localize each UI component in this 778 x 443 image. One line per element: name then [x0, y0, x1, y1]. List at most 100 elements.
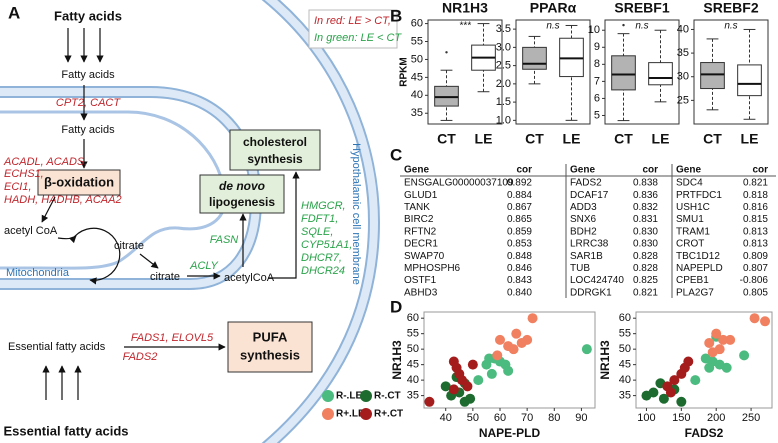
point [690, 375, 701, 386]
table-cell: FADS2 [570, 178, 602, 189]
y-tick-label: 35 [407, 390, 419, 402]
table-header: Gene [404, 165, 429, 176]
table-cell: MPHOSPH6 [404, 263, 461, 274]
box [648, 62, 673, 86]
annotation: n.s [546, 21, 559, 32]
table-cell: USH1C [676, 202, 710, 213]
genes: ECHS1, [4, 168, 44, 180]
label: Mitochondria [6, 267, 70, 279]
table-cell: LOC424740 [570, 275, 624, 286]
point [508, 344, 519, 355]
table-cell: 0.813 [743, 239, 768, 250]
x-tick-label: CT [614, 131, 633, 147]
table-header: cor [642, 165, 658, 176]
point [424, 396, 435, 407]
point [440, 381, 451, 392]
y-tick-label: 8 [594, 58, 600, 70]
table-cell: PRTFDC1 [676, 190, 722, 201]
table-cell: 0.815 [743, 214, 768, 225]
plot-frame [693, 19, 769, 125]
legend-label: R-.LE [336, 391, 362, 402]
point [669, 375, 680, 386]
table-cell: CROT [676, 239, 704, 250]
label: Fatty acids [61, 124, 115, 136]
table-cell: 0.830 [633, 226, 658, 237]
arrow [268, 171, 300, 279]
key-red: In red: LE > CT, [314, 15, 391, 27]
table-cell: 0.825 [633, 275, 658, 286]
process: cholesterol [243, 135, 307, 149]
y-tick-label: 50 [407, 343, 419, 355]
x-tick-label: 90 [575, 412, 587, 424]
table-cell: NAPEPLD [676, 263, 723, 274]
y-tick-label: 1.0 [496, 114, 511, 126]
x-tick-label: 150 [672, 412, 690, 424]
table-cell: -0.806 [740, 275, 769, 286]
table-cell: ADD3 [570, 202, 597, 213]
point [448, 384, 459, 395]
point [503, 365, 514, 376]
y-axis-label: NR1H3 [390, 340, 404, 380]
point [467, 359, 478, 370]
table-cell: BIRC2 [404, 214, 434, 225]
table-cell: DCAF17 [570, 190, 609, 201]
table-cell: 0.840 [507, 287, 532, 298]
y-tick-label: 9 [594, 41, 600, 53]
table-cell: DDRGK1 [570, 287, 612, 298]
color-key [308, 9, 398, 49]
table-cell: TANK [404, 202, 430, 213]
label: Hypothalamic cell membrane [350, 143, 362, 285]
table-cell: 0.867 [507, 202, 532, 213]
genes: HADH, HADHB, ACAA2 [4, 194, 122, 206]
point [665, 387, 676, 398]
x-tick-label: CT [437, 131, 456, 147]
table-cell: TUB [570, 263, 590, 274]
table-cell: 0.809 [743, 251, 768, 262]
point [714, 359, 725, 370]
genes: DHCR7, [301, 252, 342, 264]
point [739, 350, 750, 361]
point [486, 368, 497, 379]
point [760, 316, 771, 327]
process-box [37, 169, 121, 196]
panel-label: C [390, 145, 402, 164]
y-tick-label: 35 [677, 47, 689, 59]
table-cell: 0.805 [743, 287, 768, 298]
table-cell: 0.832 [633, 202, 658, 213]
process-box [229, 129, 321, 171]
table-cell: 0.843 [507, 275, 532, 286]
y-tick-label: 6 [594, 92, 600, 104]
box [737, 64, 762, 97]
y-axis-label: NR1H3 [598, 340, 612, 380]
y-tick-label: 1.5 [496, 96, 511, 108]
plot-frame [427, 19, 503, 125]
genes: SQLE, [301, 226, 333, 238]
plot-frame [604, 19, 680, 125]
x-axis-label: NAPE-PLD [479, 426, 541, 440]
table-cell: ABHD3 [404, 287, 438, 298]
y-tick-label: 40 [677, 23, 689, 35]
table-cell: 0.846 [507, 263, 532, 274]
arrow [41, 196, 56, 223]
point [527, 313, 538, 324]
y-tick-label: 10 [588, 24, 600, 36]
outlier [622, 23, 625, 27]
genes: ECI1, [4, 181, 32, 193]
table-cell: LRRC38 [570, 239, 609, 250]
table-cell: SAR1B [570, 251, 603, 262]
process: PUFA [253, 329, 288, 344]
y-tick-label: 55 [407, 328, 419, 340]
chart-title: PPARα [530, 0, 577, 16]
label: Fatty acids [61, 69, 115, 81]
y-tick-label: 55 [411, 35, 423, 47]
genes: FDFT1, [301, 213, 338, 225]
genes: FADS2 [123, 351, 158, 363]
table-cell: OSTF1 [404, 275, 437, 286]
table-cell: 0.821 [743, 178, 768, 189]
table-cell: BDH2 [570, 226, 597, 237]
y-tick-label: 3.0 [496, 41, 511, 53]
y-tick-label: 2.0 [496, 78, 511, 90]
genes: CPT2, CACT [56, 97, 121, 109]
x-tick-label: 40 [440, 412, 452, 424]
